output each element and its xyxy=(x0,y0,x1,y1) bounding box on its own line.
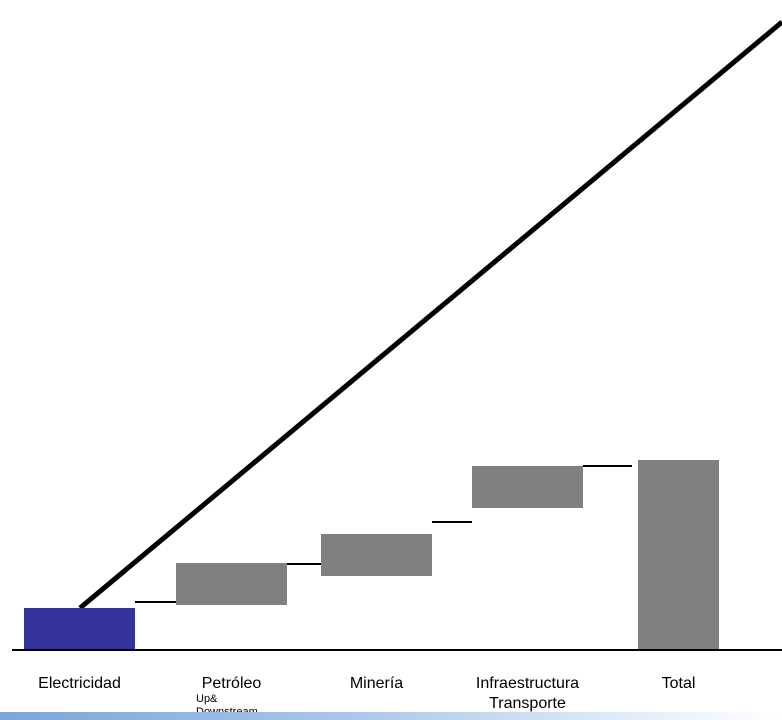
bar-mineria xyxy=(321,534,432,576)
category-label-infraestructura-line2: Transporte xyxy=(489,695,566,712)
category-label-mineria: Minería xyxy=(350,675,403,692)
category-sublabel-petroleo-line2: Downstream xyxy=(196,706,258,712)
bar-electricidad xyxy=(24,608,135,650)
category-label-electricidad: Electricidad xyxy=(38,675,121,692)
bar-petroleo xyxy=(176,563,287,605)
footer-band xyxy=(0,712,782,720)
bar-infraestructura xyxy=(472,466,583,508)
bar-total xyxy=(638,460,719,650)
category-label-infraestructura: Infraestructura xyxy=(476,675,579,692)
category-label-total: Total xyxy=(662,675,696,692)
category-sublabel-petroleo-line1: Up& xyxy=(196,693,218,705)
category-label-petroleo: Petróleo xyxy=(202,675,262,692)
trend-line xyxy=(78,20,782,610)
